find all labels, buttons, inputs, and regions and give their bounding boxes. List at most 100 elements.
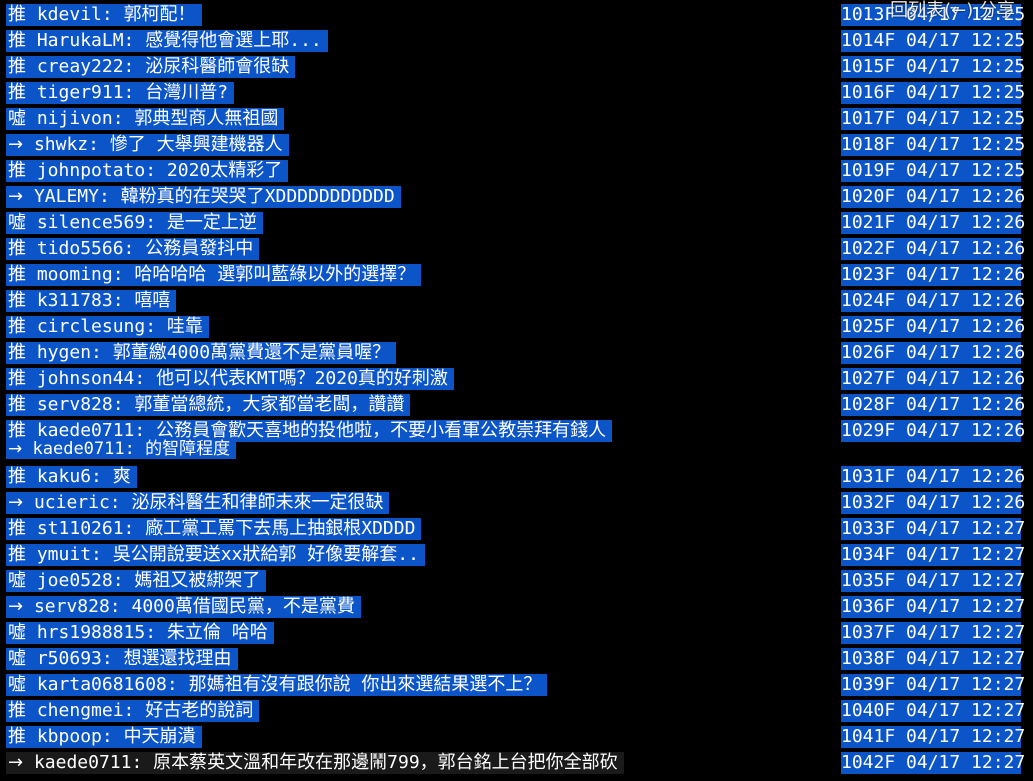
push-message: 推 serv828: 郭董當總統，大家都當老闆，讚讚 <box>6 394 411 416</box>
push-row: 噓 silence569: 是一定上逆 1021F 04/17 12:26 <box>0 210 1033 236</box>
push-meta: 1020F 04/17 12:26 <box>841 186 1026 208</box>
push-meta: 1019F 04/17 12:25 <box>841 160 1026 182</box>
push-user: chengmei <box>36 700 124 721</box>
push-meta: 1026F 04/17 12:26 <box>841 342 1026 364</box>
push-text: 泌尿科醫生和律師未來一定很缺 <box>131 492 384 513</box>
push-user: kaede0711 <box>36 420 135 441</box>
push-row: 推 hygen: 郭董繳4000萬黨費還不是黨員喔？ 1026F 04/17 12… <box>0 340 1033 366</box>
push-meta: 1037F 04/17 12:27 <box>841 622 1026 644</box>
push-message: → shwkz: 慘了 大舉興建機器人 <box>6 134 289 156</box>
push-tag: 推 <box>8 30 26 51</box>
push-user: johnson44 <box>36 368 135 389</box>
push-row: 噓 hrs1988815: 朱立倫 哈哈 1037F 04/17 12:27 <box>0 620 1033 646</box>
push-row: 推 HarukaLM: 感覺得他會選上耶... 1014F 04/17 12:25 <box>0 28 1033 54</box>
push-row: 推 kbpoop: 中天崩潰 1041F 04/17 12:27 <box>0 724 1033 750</box>
push-message: 噓 joe0528: 媽祖又被綁架了 <box>6 570 267 592</box>
push-meta: 1041F 04/17 12:27 <box>841 726 1026 748</box>
push-row: → YALEMY: 韓粉真的在哭哭了XDDDDDDDDDDD 1020F 04/1… <box>0 184 1033 210</box>
push-user: kbpoop <box>36 726 102 747</box>
push-tag: 噓 <box>8 622 26 643</box>
push-text: 郭柯配！ <box>123 4 196 25</box>
push-meta: 1028F 04/17 12:26 <box>841 394 1026 416</box>
push-tag: 噓 <box>8 570 26 591</box>
push-text: 是一定上逆 <box>166 212 257 233</box>
push-meta: 1027F 04/17 12:26 <box>841 368 1026 390</box>
push-user: kaede0711 <box>32 439 125 459</box>
push-text: 台灣川普? <box>145 82 229 103</box>
push-tag: 推 <box>8 466 26 487</box>
push-meta: 1036F 04/17 12:27 <box>841 596 1026 618</box>
push-user: serv828 <box>33 596 110 617</box>
push-meta: 1038F 04/17 12:27 <box>841 648 1026 670</box>
push-meta: 1033F 04/17 12:27 <box>841 518 1026 540</box>
push-text: 哈哈哈哈 選郭叫藍綠以外的選擇？ <box>134 264 416 285</box>
push-row: 推 chengmei: 好古老的說詞 1040F 04/17 12:27 <box>0 698 1033 724</box>
push-message: 推 kdevil: 郭柯配！ <box>6 4 202 26</box>
push-meta: 1029F 04/17 12:26 <box>841 420 1026 442</box>
push-tag: 推 <box>8 726 26 747</box>
push-row: → kaede0711: 原本蔡英文溫和年改在那邊鬧799，郭台銘上台把你全部砍… <box>0 750 1033 776</box>
push-tag: 噓 <box>8 108 26 129</box>
push-row: 推 serv828: 郭董當總統，大家都當老闆，讚讚 1028F 04/17 12… <box>0 392 1033 418</box>
push-text: 的智障程度 <box>145 439 231 459</box>
push-message: 推 chengmei: 好古老的說詞 <box>6 700 260 722</box>
push-message: 推 kaede0711: 公務員會歡天喜地的投他啦，不要小看軍公教崇拜有錢人 <box>6 420 613 442</box>
push-meta: 1013F 04/17 12:25 <box>841 4 1026 26</box>
push-text: 慘了 大舉興建機器人 <box>109 134 283 155</box>
push-text: 韓粉真的在哭哭了XDDDDDDDDDDD <box>120 186 395 207</box>
push-meta: 1015F 04/17 12:25 <box>841 56 1026 78</box>
nav-hint[interactable]: 回列表(←) 分享 <box>890 0 1015 21</box>
push-message: 推 johnpotato: 2020太精彩了 <box>6 160 289 182</box>
push-user: HarukaLM <box>36 30 124 51</box>
push-message: → ucieric: 泌尿科醫生和律師未來一定很缺 <box>6 492 390 514</box>
push-meta: 1017F 04/17 12:25 <box>841 108 1026 130</box>
push-message: → kaede0711: 的智障程度 <box>6 439 237 459</box>
push-user: hrs1988815 <box>36 622 146 643</box>
push-user: YALEMY <box>33 186 99 207</box>
push-tag: 推 <box>8 420 26 441</box>
push-tag: 推 <box>8 4 26 25</box>
push-meta: 1024F 04/17 12:26 <box>841 290 1026 312</box>
push-message: 推 st110261: 廠工黨工罵下去馬上抽銀根XDDDD <box>6 518 422 540</box>
push-tag: 推 <box>8 290 26 311</box>
push-row: 推 johnpotato: 2020太精彩了 1019F 04/17 12:25 <box>0 158 1033 184</box>
push-text: 郭董當總統，大家都當老闆，讚讚 <box>134 394 405 415</box>
push-user: mooming <box>36 264 113 285</box>
push-text: 4000萬借國民黨，不是黨費 <box>131 596 355 617</box>
push-row: 推 kdevil: 郭柯配！ 1013F 04/17 12:25 <box>0 2 1033 28</box>
push-meta: 1022F 04/17 12:26 <box>841 238 1026 260</box>
push-user: silence569 <box>36 212 146 233</box>
push-text: 公務員會歡天喜地的投他啦，不要小看軍公教崇拜有錢人 <box>156 420 607 441</box>
push-tag: 噓 <box>8 674 26 695</box>
push-tag: 推 <box>8 160 26 181</box>
push-tag: 推 <box>8 316 26 337</box>
push-text: 郭董繳4000萬黨費還不是黨員喔？ <box>112 342 391 363</box>
push-row: 推 tido5566: 公務員發抖中 1022F 04/17 12:26 <box>0 236 1033 262</box>
push-text: 那媽祖有沒有跟你說 你出來選結果選不上？ <box>188 674 542 695</box>
push-user: ymuit <box>36 544 92 565</box>
push-user: kdevil <box>36 4 102 25</box>
push-user: serv828 <box>36 394 113 415</box>
push-row: 推 ymuit: 吳公開說要送xx狀給郭 好像要解套.. 1034F 04/17 … <box>0 542 1033 568</box>
push-text: 公務員發抖中 <box>145 238 254 259</box>
push-tag: 噓 <box>8 648 26 669</box>
push-text: 原本蔡英文溫和年改在那邊鬧799，郭台銘上台把你全部砍 <box>153 752 618 773</box>
push-message: 推 ymuit: 吳公開說要送xx狀給郭 好像要解套.. <box>6 544 425 566</box>
push-user: shwkz <box>33 134 89 155</box>
push-tag: → <box>8 492 24 513</box>
push-row: → ucieric: 泌尿科醫生和律師未來一定很缺 1032F 04/17 12:… <box>0 490 1033 516</box>
push-meta: 1016F 04/17 12:25 <box>841 82 1026 104</box>
push-tag: 推 <box>8 700 26 721</box>
push-text: 好古老的說詞 <box>145 700 254 721</box>
push-tag: 推 <box>8 82 26 103</box>
push-row: 推 kaku6: 爽 1031F 04/17 12:26 <box>0 464 1033 490</box>
push-meta: 1031F 04/17 12:26 <box>841 466 1026 488</box>
push-message: → kaede0711: 原本蔡英文溫和年改在那邊鬧799，郭台銘上台把你全部砍 <box>6 752 624 774</box>
push-meta: 1040F 04/17 12:27 <box>841 700 1026 722</box>
push-row: 噓 r50693: 想選還找理由 1038F 04/17 12:27 <box>0 646 1033 672</box>
push-message: 推 kbpoop: 中天崩潰 <box>6 726 202 748</box>
push-meta: 1023F 04/17 12:26 <box>841 264 1026 286</box>
push-row: 推 circlesung: 哇靠 1025F 04/17 12:26 <box>0 314 1033 340</box>
push-tag: → <box>8 134 24 155</box>
push-meta: 1032F 04/17 12:26 <box>841 492 1026 514</box>
